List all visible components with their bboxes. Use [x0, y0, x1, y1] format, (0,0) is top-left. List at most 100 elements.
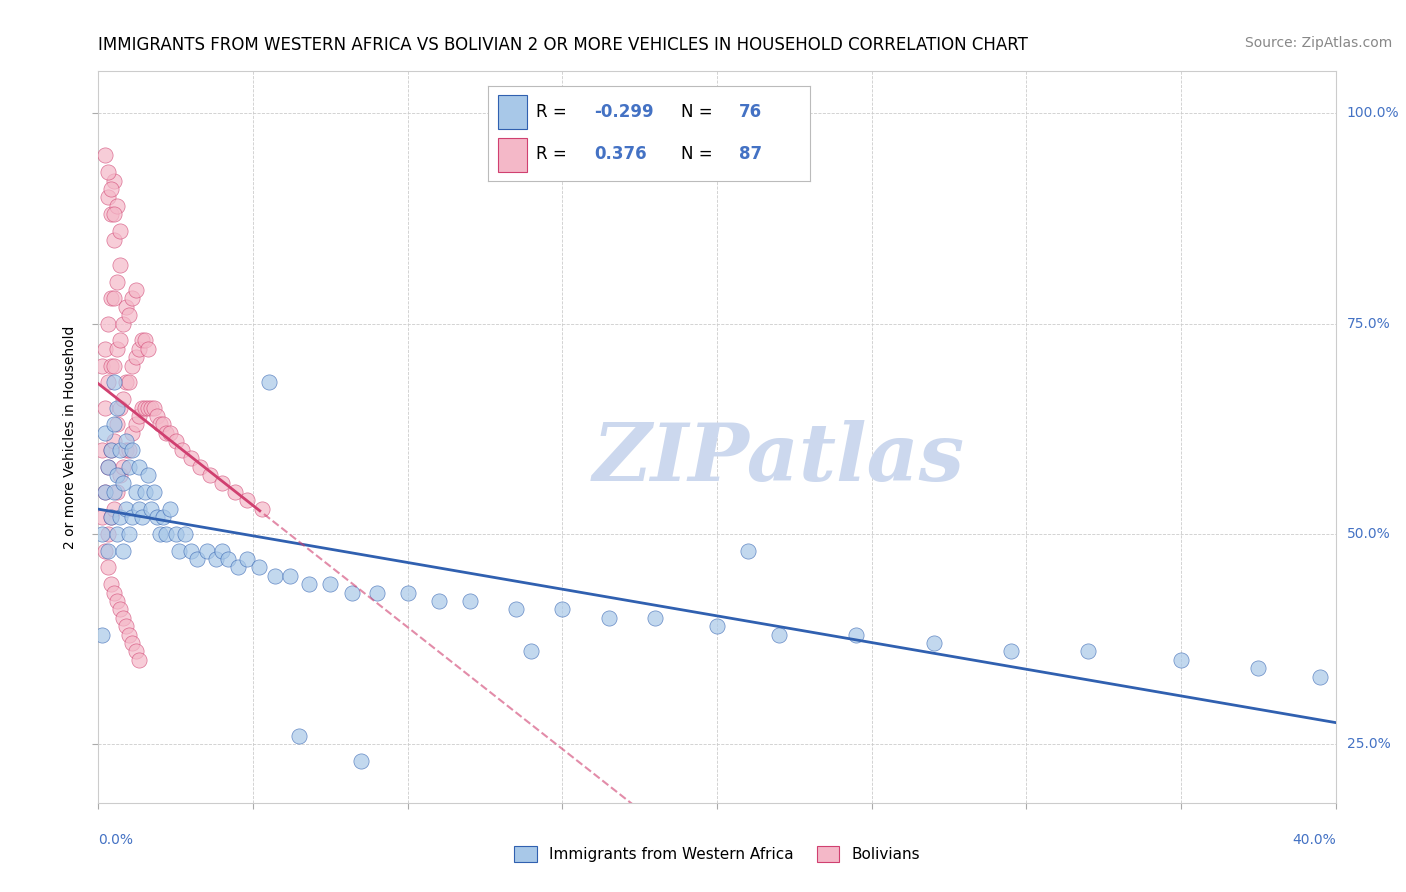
- Text: 25.0%: 25.0%: [1347, 737, 1391, 751]
- Point: [118, 459, 141, 474]
- Point: [90, 359, 112, 373]
- Point: [100, 182, 122, 196]
- Point: [170, 442, 193, 457]
- Text: 50.0%: 50.0%: [1347, 527, 1391, 541]
- Point: [124, 283, 146, 297]
- Point: [90, 526, 112, 541]
- Point: [108, 334, 131, 348]
- Point: [100, 442, 122, 457]
- Point: [131, 334, 153, 348]
- Point: [159, 425, 181, 440]
- Point: [121, 510, 143, 524]
- Point: [134, 334, 156, 348]
- Point: [278, 569, 301, 583]
- Point: [350, 754, 373, 768]
- Point: [226, 560, 249, 574]
- Point: [174, 526, 197, 541]
- Point: [108, 510, 131, 524]
- Text: 40.0%: 40.0%: [1292, 833, 1336, 847]
- Text: ZIPatlas: ZIPatlas: [593, 420, 965, 498]
- Point: [121, 442, 143, 457]
- Point: [93, 401, 115, 415]
- Point: [288, 729, 311, 743]
- Point: [217, 552, 239, 566]
- Point: [131, 401, 153, 415]
- Text: 0.0%: 0.0%: [98, 833, 134, 847]
- Point: [224, 484, 246, 499]
- Point: [112, 392, 135, 407]
- Point: [112, 543, 135, 558]
- Point: [124, 484, 146, 499]
- Point: [93, 543, 115, 558]
- Point: [598, 611, 620, 625]
- Point: [1170, 653, 1192, 667]
- Point: [115, 434, 138, 449]
- Point: [100, 510, 122, 524]
- Point: [152, 417, 174, 432]
- Point: [211, 543, 233, 558]
- Point: [118, 526, 141, 541]
- Point: [340, 585, 363, 599]
- Point: [1077, 644, 1099, 658]
- Point: [118, 442, 141, 457]
- Point: [644, 611, 666, 625]
- Point: [186, 552, 208, 566]
- Point: [118, 376, 141, 390]
- Point: [131, 510, 153, 524]
- Point: [105, 401, 128, 415]
- Point: [195, 543, 218, 558]
- Point: [97, 190, 120, 204]
- Point: [768, 627, 790, 641]
- Point: [124, 350, 146, 364]
- Point: [298, 577, 321, 591]
- Point: [93, 484, 115, 499]
- Point: [458, 594, 481, 608]
- Point: [115, 619, 138, 633]
- Point: [97, 526, 120, 541]
- Point: [128, 501, 150, 516]
- Point: [90, 442, 112, 457]
- Point: [103, 434, 125, 449]
- Point: [103, 585, 125, 599]
- Text: 75.0%: 75.0%: [1347, 317, 1391, 331]
- Point: [922, 636, 945, 650]
- Point: [128, 409, 150, 423]
- Point: [128, 653, 150, 667]
- Point: [115, 376, 138, 390]
- Point: [100, 442, 122, 457]
- Point: [105, 417, 128, 432]
- Point: [124, 644, 146, 658]
- Point: [139, 501, 162, 516]
- Point: [152, 510, 174, 524]
- Point: [139, 401, 162, 415]
- Point: [105, 484, 128, 499]
- Text: 100.0%: 100.0%: [1347, 106, 1399, 120]
- Point: [1000, 644, 1022, 658]
- Point: [1309, 670, 1331, 684]
- Point: [247, 560, 270, 574]
- Point: [103, 207, 125, 221]
- Point: [155, 425, 177, 440]
- Point: [105, 526, 128, 541]
- Point: [236, 493, 259, 508]
- Point: [124, 417, 146, 432]
- Point: [115, 442, 138, 457]
- Point: [427, 594, 450, 608]
- Point: [149, 526, 172, 541]
- Point: [505, 602, 527, 616]
- Point: [103, 484, 125, 499]
- Point: [90, 510, 112, 524]
- Point: [190, 459, 212, 474]
- Y-axis label: 2 or more Vehicles in Household: 2 or more Vehicles in Household: [63, 326, 77, 549]
- Point: [149, 417, 172, 432]
- Point: [90, 627, 112, 641]
- Point: [112, 317, 135, 331]
- Point: [97, 376, 120, 390]
- Point: [165, 526, 187, 541]
- Point: [108, 258, 131, 272]
- Point: [97, 459, 120, 474]
- Point: [105, 594, 128, 608]
- Point: [103, 174, 125, 188]
- Point: [93, 425, 115, 440]
- Point: [103, 376, 125, 390]
